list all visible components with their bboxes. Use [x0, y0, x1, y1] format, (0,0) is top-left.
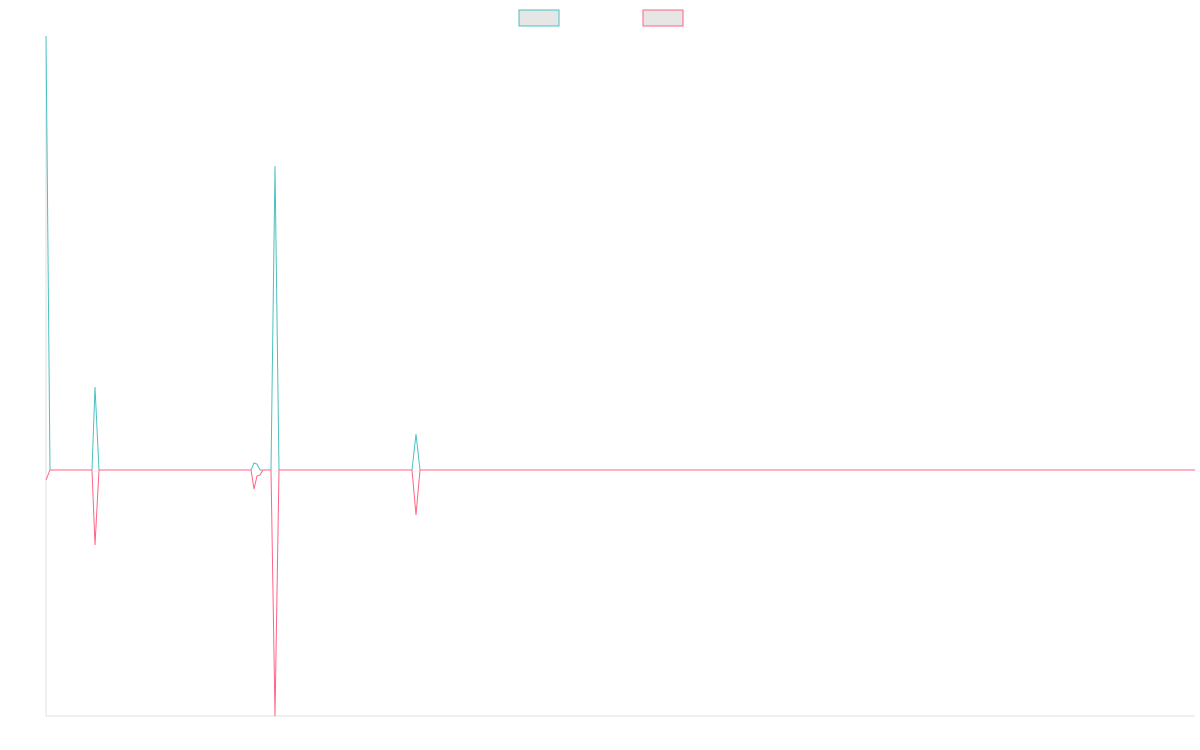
legend-swatch[interactable]: [518, 9, 560, 27]
legend-swatch[interactable]: [642, 9, 684, 27]
series-line: [45, 35, 1195, 471]
series-line: [45, 469, 1195, 717]
